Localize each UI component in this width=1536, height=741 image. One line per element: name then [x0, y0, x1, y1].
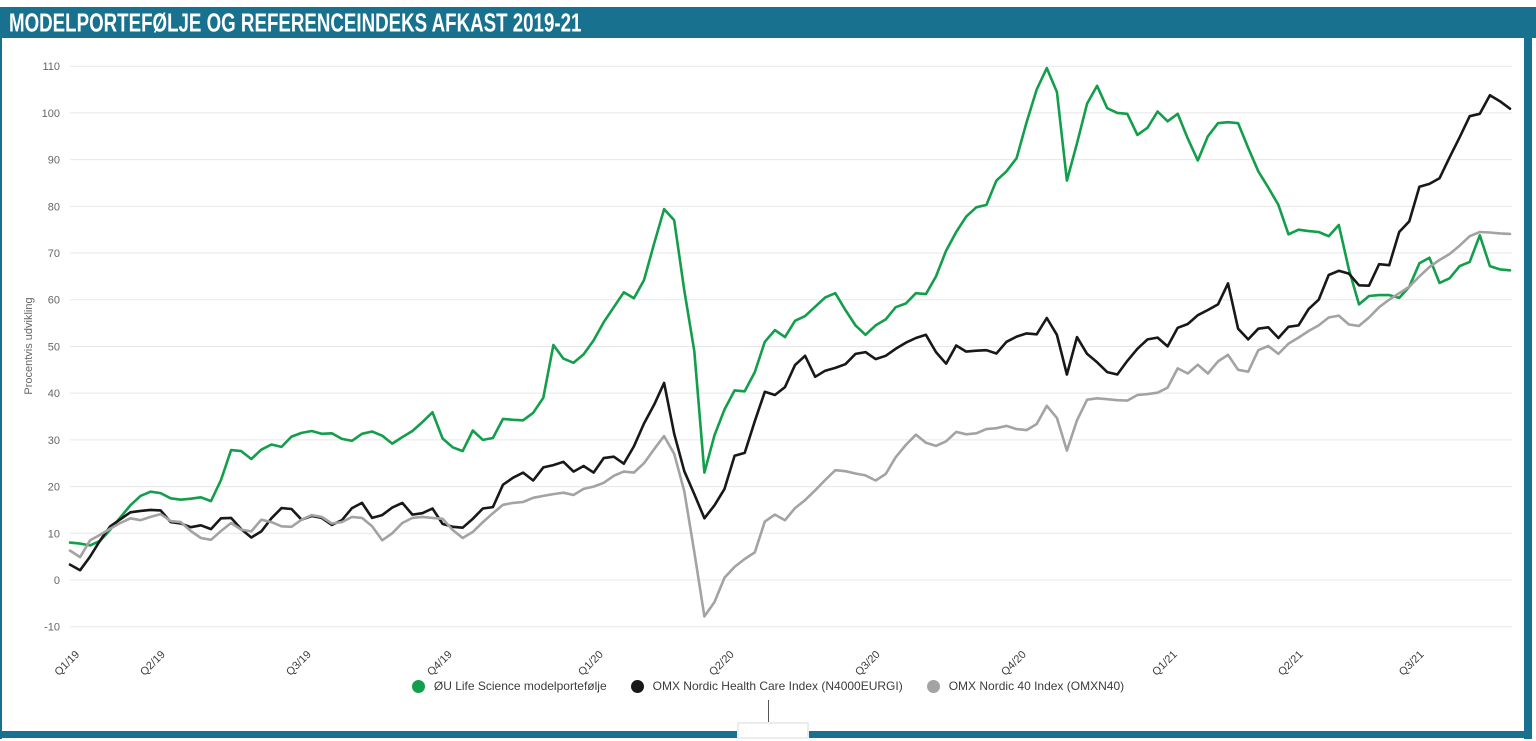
- series-line: [68, 93, 1512, 572]
- y-axis-tick-label: 10: [48, 528, 60, 540]
- title-bar: MODELPORTEFØLJE OG REFERENCEINDEKS AFKAS…: [0, 7, 1536, 38]
- y-axis-title: Procentvis udvikling: [23, 297, 35, 394]
- legend-item-health-care-index[interactable]: OMX Nordic Health Care Index (N4000EURGI…: [630, 679, 903, 693]
- chart-title: MODELPORTEFØLJE OG REFERENCEINDEKS AFKAS…: [9, 9, 582, 38]
- scrollbar-thumb[interactable]: [737, 722, 809, 739]
- y-axis-tick-label: -10: [44, 622, 60, 634]
- text-cursor-caret: [768, 700, 769, 725]
- x-axis-tick-label: Q2/21: [1276, 649, 1306, 679]
- page-border-left: [0, 7, 2, 739]
- x-axis-tick-label: Q2/20: [707, 649, 737, 679]
- chart-legend: ØU Life Science modelportefølje OMX Nord…: [0, 676, 1536, 696]
- legend-label: OMX Nordic 40 Index (OMXN40): [948, 679, 1125, 693]
- x-axis-tick-label: Q2/19: [138, 649, 168, 679]
- y-axis-tick-label: 40: [48, 388, 60, 400]
- y-axis-tick-label: 100: [42, 108, 60, 120]
- x-axis-tick-label: Q1/21: [1150, 649, 1180, 679]
- legend-item-modelportefolje[interactable]: ØU Life Science modelportefølje: [411, 679, 607, 693]
- y-axis-tick-label: 110: [42, 61, 60, 73]
- x-axis-tick-label: Q1/19: [53, 649, 83, 679]
- x-axis-tick-label: Q3/19: [284, 649, 314, 679]
- legend-label: ØU Life Science modelportefølje: [433, 679, 607, 693]
- y-axis-tick-label: 60: [48, 295, 60, 307]
- x-axis-tick-label: Q3/21: [1397, 649, 1427, 679]
- y-axis-tick-label: 50: [48, 341, 60, 353]
- legend-label: OMX Nordic Health Care Index (N4000EURGI…: [652, 679, 903, 693]
- y-axis-tick-label: 70: [48, 248, 60, 260]
- legend-dot-green-icon: [411, 679, 425, 693]
- legend-dot-black-icon: [630, 679, 644, 693]
- y-axis-tick-label: 80: [48, 201, 60, 213]
- legend-item-omxn40-index[interactable]: OMX Nordic 40 Index (OMXN40): [926, 679, 1125, 693]
- x-axis-tick-label: Q4/20: [999, 649, 1029, 679]
- y-axis-tick-label: 30: [48, 435, 60, 447]
- x-axis-tick-label: Q3/20: [853, 649, 883, 679]
- y-axis-tick-label: 90: [48, 155, 60, 167]
- legend-dot-gray-icon: [926, 679, 940, 693]
- page-border-right: [1524, 7, 1532, 739]
- y-axis-tick-label: 20: [48, 482, 60, 494]
- series-line: [68, 66, 1512, 547]
- x-axis-tick-label: Q1/20: [576, 649, 606, 679]
- y-axis-tick-label: 0: [54, 575, 60, 587]
- series-line: [68, 230, 1512, 618]
- x-axis-tick-label: Q4/19: [425, 649, 455, 679]
